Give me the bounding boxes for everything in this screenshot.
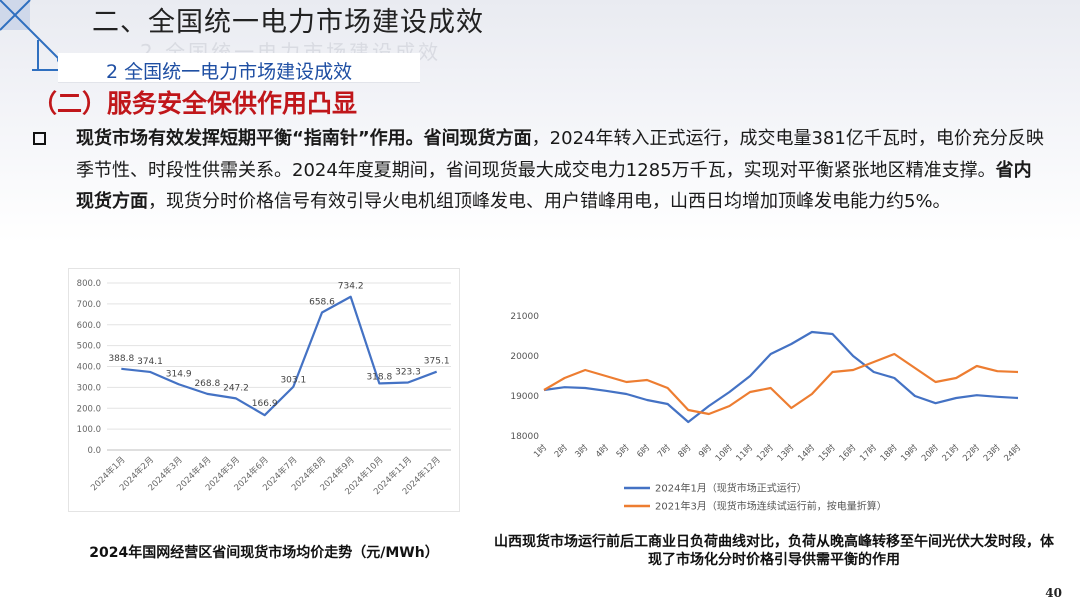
data-label: 318.8 — [366, 372, 392, 382]
price-line-chart: 0.0 100.0 200.0 300.0 400.0 500.0 600.0 700.0 80… — [77, 279, 451, 497]
y-tick-label: 21000 — [510, 312, 539, 322]
subtitle-box — [58, 53, 420, 83]
x-tick-label: 24时 — [1002, 442, 1024, 464]
y-tick-label: 0.0 — [87, 446, 101, 456]
series-2024-line — [543, 330, 1019, 424]
chart2-caption: 山西现货市场运行前后工商业日负荷曲线对比，负荷从晚高峰转移至午间光伏大发时段，体… — [494, 534, 1054, 568]
x-tick-label: 12时 — [754, 442, 776, 464]
load-line-chart: 18000 19000 20000 21000 1时 2时 3时 4时 5时 6时 7时 8时 9时 10… — [510, 312, 1024, 513]
x-tick-label: 20时 — [919, 442, 941, 464]
legend-label: 2021年3月（现货市场连续试运行前，按电量折算） — [655, 500, 887, 513]
price-series-line — [121, 295, 438, 417]
paragraph-text: ，现货分时价格信号有效引导火电机组顶峰发电、用户错峰用电，山西日均增加顶峰发电能… — [148, 191, 951, 212]
x-tick-label: 8时 — [676, 442, 694, 460]
x-tick-label: 15时 — [816, 442, 838, 464]
x-tick-label: 9时 — [696, 442, 714, 460]
y-tick-label: 600.0 — [77, 321, 101, 331]
x-tick-label: 1时 — [531, 442, 549, 460]
paragraph-bold-lead: 现货市场有效发挥短期平衡“指南针”作用。省间现货方面 — [76, 128, 532, 149]
x-tick-label: 23时 — [981, 442, 1003, 464]
x-tick-label: 17时 — [857, 442, 879, 464]
x-tick-label: 22时 — [960, 442, 982, 464]
y-tick-label: 300.0 — [77, 383, 101, 393]
data-label: 734.2 — [338, 282, 364, 292]
x-tick-label: 7时 — [655, 442, 673, 460]
paragraph-text: ，2024年转入正式运行，成交电量381亿千瓦时，电价充分反映季节性、时段性供需… — [76, 128, 1044, 181]
data-label: 375.1 — [424, 357, 450, 367]
x-tick-label: 13时 — [775, 442, 797, 464]
data-label: 166.9 — [252, 399, 278, 409]
x-tick-label: 4时 — [593, 442, 611, 460]
y-tick-label: 800.0 — [77, 279, 101, 289]
data-label: 303.1 — [280, 376, 306, 386]
data-label: 323.3 — [395, 368, 421, 378]
x-tick-label: 14时 — [796, 442, 818, 464]
body-paragraph: 现货市场有效发挥短期平衡“指南针”作用。省间现货方面，2024年转入正式运行，成… — [76, 123, 1046, 218]
price-chart-panel: 0.0 100.0 200.0 300.0 400.0 500.0 600.0 700.0 80… — [68, 268, 460, 512]
slide-title: 二、全国统一电力市场建设成效 — [92, 7, 484, 38]
x-tick-label: 3时 — [573, 442, 591, 460]
y-tick-label: 18000 — [510, 432, 539, 442]
series-2021-line — [543, 352, 1019, 416]
x-tick-label: 11时 — [734, 442, 756, 464]
y-tick-label: 400.0 — [77, 363, 101, 373]
section-title: （二）服务安全保供作用凸显 — [32, 89, 358, 118]
square-bullet-icon — [33, 132, 46, 145]
data-label: 268.8 — [194, 379, 220, 389]
x-tick-label: 10时 — [713, 442, 735, 464]
chart1-caption: 2024年国网经营区省间现货市场均价走势（元/MWh） — [89, 545, 439, 561]
corner-decoration — [0, 0, 90, 71]
subtitle: 2 全国统一电力市场建设成效 — [106, 61, 353, 83]
y-tick-label: 100.0 — [77, 425, 101, 435]
data-label: 314.9 — [166, 369, 192, 379]
y-tick-label: 500.0 — [77, 342, 101, 352]
x-tick-label: 16时 — [837, 442, 859, 464]
y-tick-label: 200.0 — [77, 404, 101, 414]
load-chart-panel: 18000 19000 20000 21000 1时 2时 3时 4时 5时 6时 7时 8时 9时 10… — [494, 300, 1054, 525]
data-label: 374.1 — [137, 357, 163, 367]
page-number: 40 — [1045, 586, 1062, 600]
x-tick-label: 19时 — [899, 442, 921, 464]
paragraph-bold-lead: 省内现货方面 — [76, 159, 1032, 213]
x-tick-label: 2时 — [552, 442, 570, 460]
legend-label: 2024年1月（现货市场正式运行） — [655, 482, 807, 495]
x-tick-label: 6时 — [635, 442, 653, 460]
x-tick-label: 21时 — [940, 442, 962, 464]
data-label: 388.8 — [108, 354, 134, 364]
x-tick-label: 18时 — [878, 442, 900, 464]
data-label: 247.2 — [223, 383, 249, 393]
data-label: 658.6 — [309, 298, 335, 308]
y-tick-label: 20000 — [510, 352, 539, 362]
x-tick-label: 5时 — [614, 442, 632, 460]
y-tick-label: 19000 — [510, 392, 539, 402]
y-tick-label: 700.0 — [77, 300, 101, 310]
